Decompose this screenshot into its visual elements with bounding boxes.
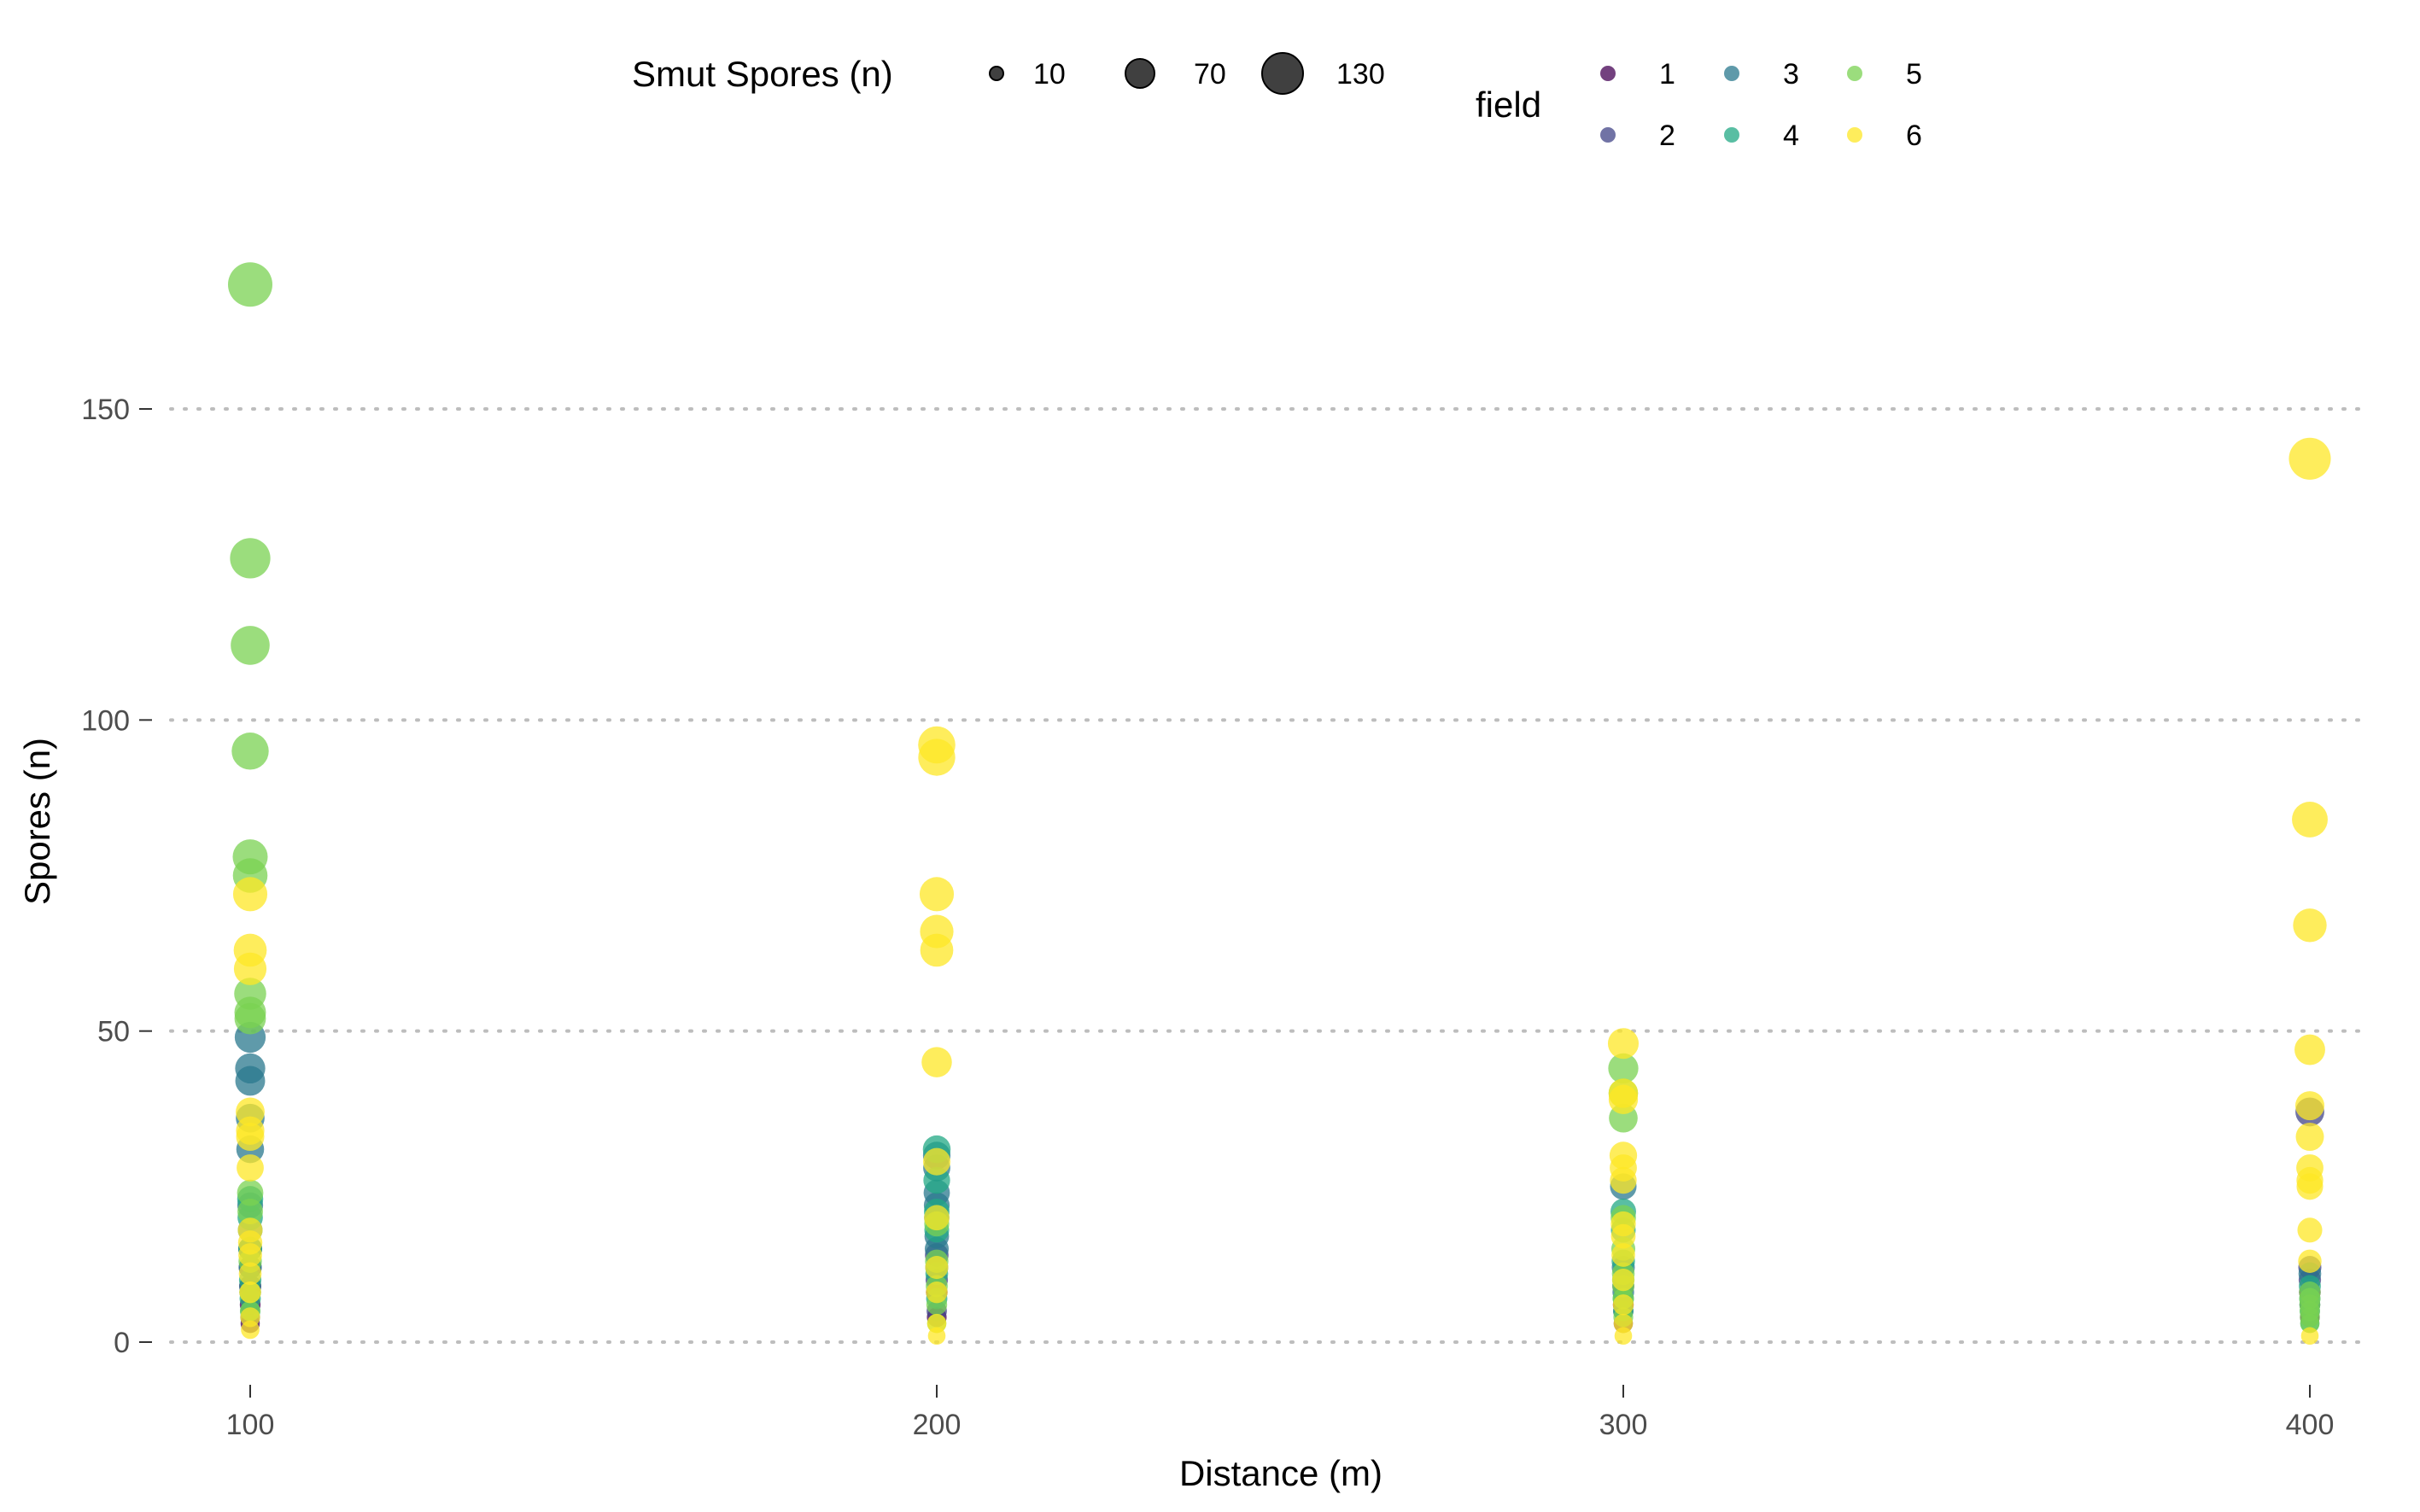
scatter-point-field-6 [233,952,267,985]
grid-lines [169,407,2367,1344]
scatter-point-field-6 [2294,1034,2325,1065]
scatter-point-field-6 [920,933,954,967]
scatter-point-field-5 [228,262,272,307]
x-tick-label: 100 [226,1409,275,1441]
color-legend-title: field [1476,85,1541,125]
scatter-point-field-6 [918,738,956,776]
scatter-point-field-6 [236,1123,265,1152]
scatter-point-field-6 [1613,1313,1634,1334]
scatter-point-field-6 [1607,1028,1640,1060]
x-tick-label: 400 [2286,1409,2335,1441]
y-tick-label: 0 [114,1327,130,1359]
size-legend-key [1261,52,1304,95]
x-axis-title: Distance (m) [1179,1453,1382,1493]
x-tick-label: 300 [1599,1409,1648,1441]
size-legend-key [1125,58,1155,89]
color-legend-label: 6 [1906,120,1922,152]
scatter-point-field-5 [1608,1053,1639,1084]
scatter-point-field-6 [2293,908,2327,943]
scatter-point-field-5 [231,733,269,770]
scatter-point-field-5 [2300,1313,2320,1334]
color-legend-label: 4 [1783,120,1799,152]
scatter-point-field-6 [922,1147,951,1176]
scatter-point-field-6 [925,1256,949,1280]
y-axis: 0 50 100 150 [81,394,152,1359]
color-legend-key [1724,127,1739,143]
scatter-point-field-6 [1614,1327,1633,1346]
scatter-point-field-6 [2288,437,2331,480]
scatter-point-field-6 [2295,1123,2324,1152]
color-legend-label: 1 [1659,58,1675,90]
scatter-point-field-6 [238,1243,262,1267]
scatter-point-field-5 [231,626,270,665]
scatter-point-field-6 [1608,1084,1639,1114]
scatter-point-field-6 [2298,1249,2322,1273]
size-legend-key [989,66,1004,81]
y-axis-title: Spores (n) [17,738,57,905]
scatter-point-field-5 [237,1179,264,1206]
scatter-point-field-6 [1610,1166,1637,1194]
color-legend-label: 5 [1906,58,1922,90]
scatter-point-field-6 [2296,1173,2324,1200]
color-legend-label: 2 [1659,120,1675,152]
size-legend-label: 130 [1336,58,1385,90]
scatter-point-field-6 [926,1281,948,1304]
scatter-point-field-6 [2300,1327,2319,1346]
color-legend: field 1 2 3 4 5 6 [1476,58,1922,152]
color-legend-label: 3 [1783,58,1799,90]
size-legend-title: Smut Spores (n) [632,54,893,94]
scatter-point-field-5 [234,1002,266,1035]
size-legend-label: 70 [1194,58,1226,90]
size-legend-label: 10 [1033,58,1066,90]
scatter-point-field-5 [237,1199,263,1224]
color-legend-key [1847,66,1862,81]
y-tick-label: 100 [81,704,130,737]
scatter-point-field-5 [230,538,271,579]
scatter-point-field-6 [1610,1223,1636,1249]
scatter-point-field-6 [2292,801,2328,838]
y-tick-label: 150 [81,394,130,426]
scatter-point-field-6 [2294,1091,2325,1121]
scatter-point-field-6 [921,1047,952,1077]
scatter-point-field-6 [1611,1269,1635,1292]
scatter-point-field-6 [927,1327,946,1346]
color-legend-key [1724,66,1739,81]
color-legend-key [1600,66,1616,81]
scatter-point-field-6 [2297,1217,2323,1243]
color-legend-key [1600,127,1616,143]
size-legend: Smut Spores (n) 10 70 130 [632,52,1385,95]
scatter-point-field-6 [238,1262,262,1286]
x-tick-label: 200 [913,1409,962,1441]
data-points [228,262,2331,1346]
color-legend-key [1847,127,1862,143]
scatter-point-field-6 [1611,1243,1635,1267]
scatter-point-field-6 [919,877,955,912]
scatter-point-field-6 [1612,1294,1634,1316]
scatter-point-field-3 [235,1065,266,1096]
scatter-point-field-6 [241,1320,260,1340]
scatter-point-field-6 [924,1205,950,1231]
y-tick-label: 50 [97,1016,130,1048]
scatter-point-field-6 [926,1313,947,1334]
scatter-point-field-6 [239,1281,261,1304]
scatter-point-field-4 [923,1166,950,1194]
x-axis: 100 200 300 400 [226,1385,2335,1441]
scatter-point-field-6 [232,877,268,912]
scatter-point-field-6 [237,1154,264,1182]
